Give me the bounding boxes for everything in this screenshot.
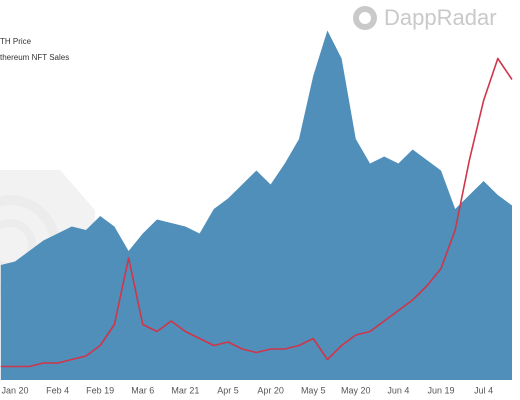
price-area <box>0 30 513 380</box>
x-tick-label: Mar 21 <box>171 385 199 395</box>
x-tick-label: Jun 4 <box>387 385 409 395</box>
x-tick-label: Jul 4 <box>474 385 493 395</box>
watermark: DappRadar <box>384 5 497 30</box>
x-tick-label: Apr 20 <box>257 385 284 395</box>
legend-label: thereum NFT Sales <box>0 53 69 62</box>
sales-line <box>0 57 513 368</box>
x-tick-label: Mar 6 <box>131 385 154 395</box>
x-tick-label: Jun 19 <box>427 385 454 395</box>
watermark-icon <box>353 6 377 30</box>
x-tick-label: May 5 <box>301 385 326 395</box>
x-tick-label: Feb 4 <box>46 385 69 395</box>
x-tick-label: Feb 19 <box>86 385 114 395</box>
legend-label: TH Price <box>0 37 32 46</box>
x-tick-label: Apr 5 <box>217 385 239 395</box>
x-tick-label: Jan 20 <box>1 385 28 395</box>
x-tick-label: May 20 <box>341 385 371 395</box>
x-axis-band <box>0 380 520 400</box>
